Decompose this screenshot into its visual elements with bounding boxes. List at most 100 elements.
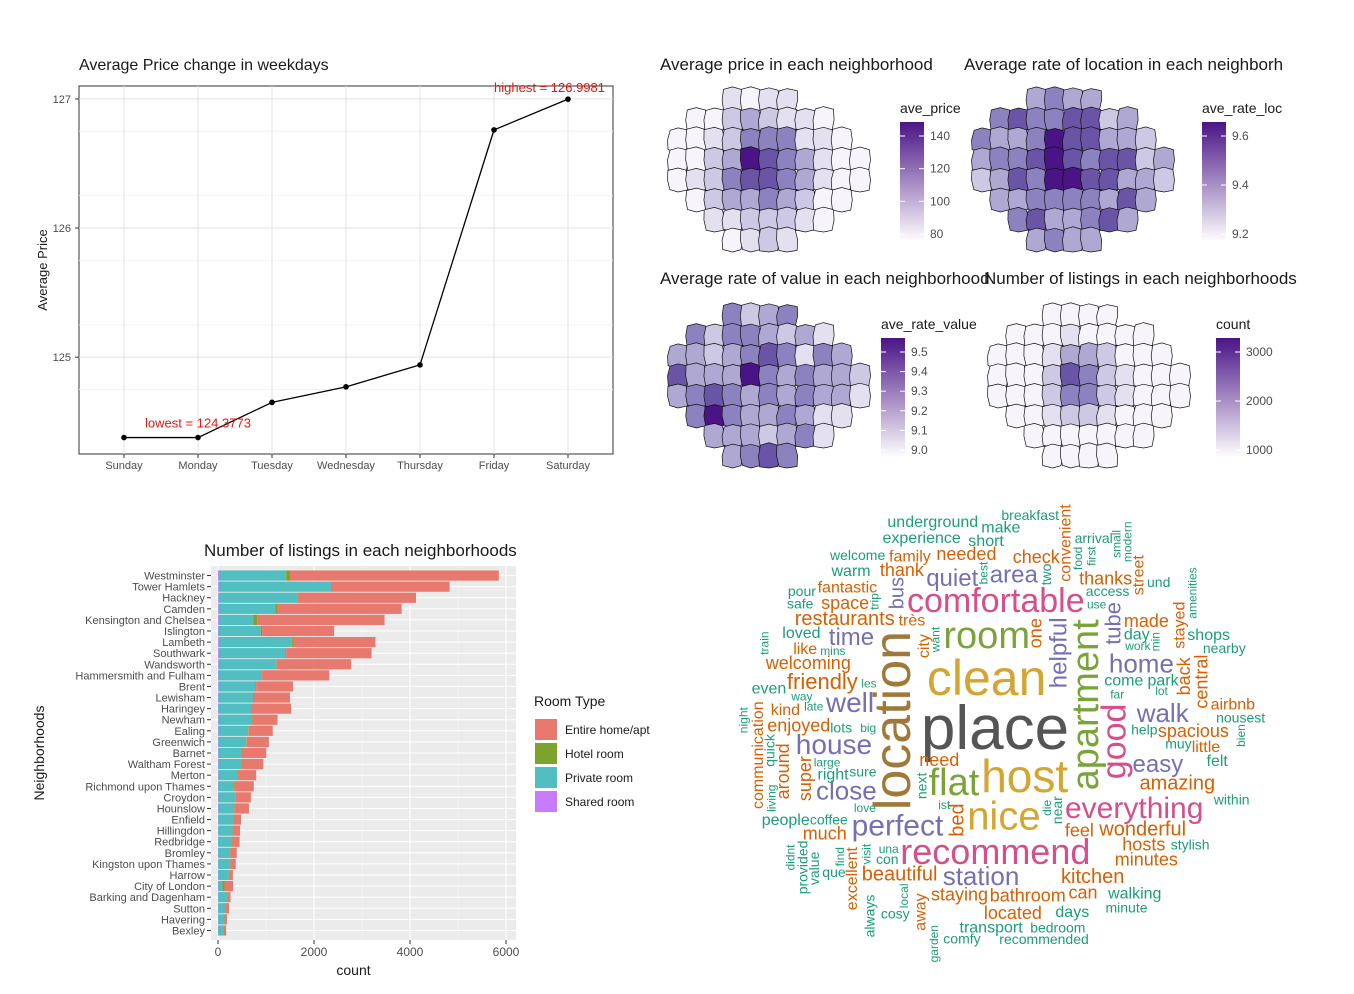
bar-segment xyxy=(218,692,254,703)
borough-shape xyxy=(1007,107,1030,133)
cloud-word: well xyxy=(825,687,874,718)
borough-shape xyxy=(721,424,744,449)
cloud-word: beautiful xyxy=(862,863,938,885)
cloud-word: city xyxy=(916,634,933,658)
annotation-lowest: lowest = 124.3773 xyxy=(145,416,251,431)
cloud-word: bedroom xyxy=(1030,920,1085,936)
cloud-word: quiet xyxy=(926,565,978,592)
borough-shape xyxy=(667,363,689,389)
x-tick-label: 0 xyxy=(215,945,222,959)
cloud-word: warm xyxy=(831,563,871,580)
map-count-title: Number of listings in each neighborhoods xyxy=(984,269,1297,288)
y-axis-label: Average Price xyxy=(35,229,50,310)
cloud-word: underground xyxy=(887,514,978,531)
choropleth-maps: Average price in each neighborhood Avera… xyxy=(655,48,1315,478)
legend-label: Private room xyxy=(565,771,633,785)
y-tick-label: Harrow xyxy=(170,870,206,882)
bar-segment xyxy=(257,614,385,626)
cloud-word: nearby xyxy=(1203,640,1246,656)
cloud-word: park xyxy=(1148,672,1180,689)
bar-segment xyxy=(275,603,278,614)
bar-segment xyxy=(238,770,257,781)
y-tick-label: Wandsworth xyxy=(144,659,205,671)
cloud-word: want xyxy=(929,626,943,653)
y-tick-label: Enfield xyxy=(171,815,205,827)
y-tick-label: Lewisham xyxy=(155,693,205,705)
bar-segment xyxy=(218,803,235,814)
cloud-word: super xyxy=(795,756,815,801)
y-tick-label: Barking and Dagenham xyxy=(89,892,205,904)
price-point xyxy=(269,399,275,406)
cloud-word: tube xyxy=(1101,602,1126,645)
cloud-word: pour xyxy=(788,583,816,599)
y-tick-label: City of London xyxy=(134,881,205,893)
y-tick-label: Greenwich xyxy=(152,737,205,749)
legend-title: ave_price xyxy=(900,100,961,116)
bar-segment xyxy=(248,725,249,736)
y-tick-label: 127 xyxy=(53,94,71,106)
bar-segment xyxy=(218,847,231,858)
bar-segment xyxy=(218,736,219,748)
price-point xyxy=(491,127,497,133)
borough-shape xyxy=(971,147,993,173)
cloud-word: around xyxy=(773,743,793,799)
legend-tick-label: 9.4 xyxy=(911,365,928,379)
bar-segment xyxy=(218,858,231,870)
borough-shape xyxy=(703,323,726,349)
cloud-word: room xyxy=(943,615,1030,657)
borough-shape xyxy=(830,187,853,213)
map-legend-count: 3000 2000 1000 xyxy=(1216,338,1273,458)
bar-segment xyxy=(225,903,230,914)
legend-tick-label: 1000 xyxy=(1246,443,1273,457)
y-tick-label: Waltham Forest xyxy=(128,759,205,771)
borough-shape xyxy=(1153,166,1175,193)
y-tick-label: Westminster xyxy=(144,571,205,583)
legend-tick-label: 9.3 xyxy=(911,384,928,398)
y-tick-label: Richmond upon Thames xyxy=(85,781,205,793)
cloud-word: nice xyxy=(967,795,1040,839)
cloud-word: place xyxy=(921,694,1069,763)
bar-segment xyxy=(234,814,242,825)
bar-segment xyxy=(252,714,253,725)
cloud-word: house xyxy=(796,729,872,760)
borough-shape xyxy=(721,148,744,173)
cloud-word: didnt xyxy=(783,844,797,871)
bar-segment xyxy=(285,648,287,659)
y-tick-label: Lambeth xyxy=(162,637,205,649)
cloud-word: host xyxy=(981,750,1068,802)
cloud-word: days xyxy=(1055,904,1089,921)
borough-shape xyxy=(776,226,799,253)
cloud-word: perfect xyxy=(852,809,944,842)
bar-segment xyxy=(224,880,234,892)
borough-shape xyxy=(1043,86,1066,113)
cloud-word: shops xyxy=(1187,627,1230,644)
cloud-word: come xyxy=(1104,673,1143,690)
legend-tick-label: 9.2 xyxy=(1232,227,1249,241)
bar-segment xyxy=(218,614,219,626)
legend-tick-label: 9.2 xyxy=(911,404,928,418)
cloud-word: helpful xyxy=(1046,617,1073,688)
bar-segment xyxy=(218,825,233,836)
legend-key xyxy=(535,767,557,788)
y-tick-label: Islington xyxy=(164,626,205,638)
cloud-word: family xyxy=(889,549,931,566)
bar-segment xyxy=(218,581,332,592)
y-tick-label: Bexley xyxy=(172,925,206,937)
line-chart-title: Average Price change in weekdays xyxy=(79,57,329,74)
cloud-word: hosts xyxy=(1122,835,1165,855)
cloud-word: everything xyxy=(1065,792,1203,825)
cloud-word: area xyxy=(990,561,1039,588)
cloud-word: time xyxy=(829,624,874,651)
choropleth-map-loc xyxy=(971,86,1175,253)
cloud-word: enjoyed xyxy=(767,715,830,735)
cloud-word: station xyxy=(943,861,1020,891)
bar-segment xyxy=(248,725,273,736)
legend-tick-label: 100 xyxy=(930,194,950,208)
bar-segment xyxy=(218,903,226,914)
cloud-word: located xyxy=(984,903,1042,923)
cloud-word: coffee xyxy=(810,812,848,828)
cloud-word: que xyxy=(822,864,846,880)
price-point xyxy=(121,434,127,441)
cloud-word: welcome xyxy=(829,547,885,563)
y-tick-label: Merton xyxy=(171,770,205,782)
